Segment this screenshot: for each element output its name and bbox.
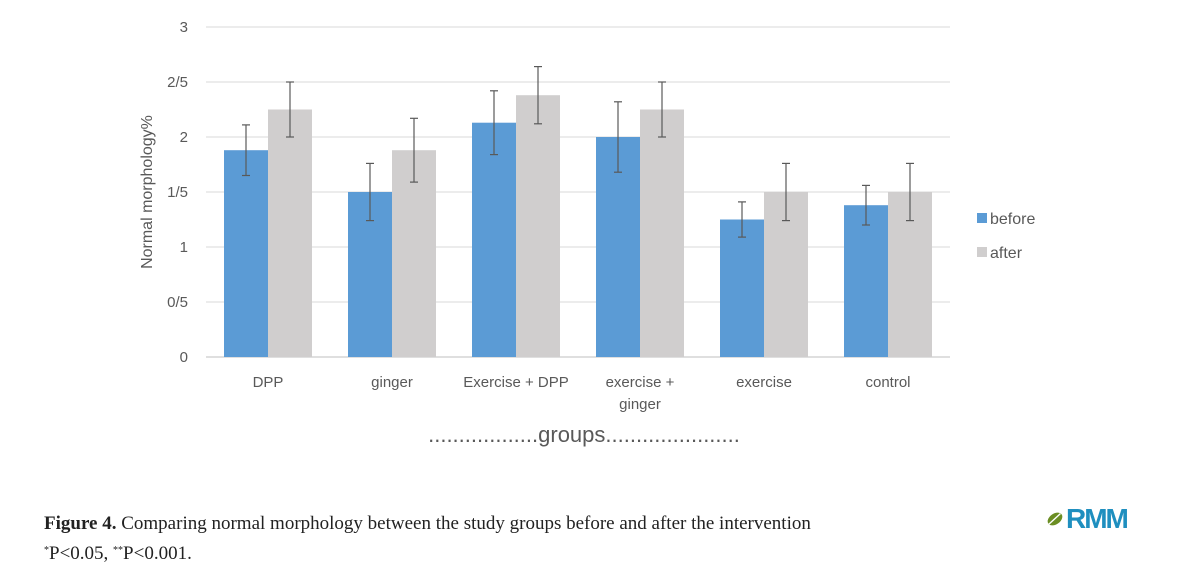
- bar-before-3: [596, 137, 640, 357]
- y-tick-label-5: 2/5: [167, 74, 188, 91]
- bar-after-0: [268, 109, 312, 357]
- legend-label-before: before: [990, 211, 1035, 228]
- caption-text: Comparing normal morphology between the …: [116, 513, 811, 534]
- bar-before-4: [720, 219, 764, 357]
- y-tick-label-4: 2: [180, 129, 188, 146]
- grid-lines: [206, 26, 950, 358]
- significance-note-1: P<0.05,: [49, 543, 114, 564]
- significance-mark-2: **: [113, 545, 124, 556]
- y-axis-title: Normal morphology%: [139, 115, 156, 269]
- bar-chart: 0 0/5 1 1/5 2 2/5 3 DPP ginger Exercise + DPP exe…: [139, 19, 1035, 447]
- bar-before-2: [472, 122, 516, 357]
- y-tick-label-1: 0/5: [167, 294, 188, 311]
- y-tick-label-0: 0: [180, 349, 188, 366]
- y-tick-label-6: 3: [180, 19, 188, 36]
- bar-before-0: [224, 150, 268, 357]
- logo-text: RMM: [1066, 503, 1129, 534]
- y-tick-labels: 0 0/5 1 1/5 2 2/5 3: [167, 19, 188, 366]
- x-category-label-0-0: DPP: [253, 374, 284, 391]
- x-axis-title: ..................groups................…: [428, 422, 740, 447]
- x-category-label-3-1: ginger: [619, 396, 661, 413]
- significance-note-2: P<0.001.: [123, 543, 192, 564]
- figure-caption: Figure 4. Comparing normal morphology be…: [44, 509, 1024, 569]
- figure-label: Figure 4.: [44, 513, 117, 534]
- x-category-labels: DPP ginger Exercise + DPP exercise + ginger e…: [253, 374, 911, 413]
- x-category-label-1-0: ginger: [371, 374, 413, 391]
- y-tick-label-3: 1/5: [167, 184, 188, 201]
- x-category-label-5-0: control: [865, 374, 910, 391]
- legend-label-after: after: [990, 245, 1023, 262]
- legend: before after: [977, 211, 1035, 262]
- bars: [224, 95, 932, 357]
- x-category-label-2-0: Exercise + DPP: [463, 374, 568, 391]
- journal-logo: RMM: [1046, 503, 1138, 535]
- legend-swatch-after: [977, 247, 987, 257]
- bar-after-1: [392, 150, 436, 357]
- leaf-icon: [1047, 512, 1063, 526]
- x-category-label-4-0: exercise: [736, 374, 792, 391]
- legend-swatch-before: [977, 213, 987, 223]
- bar-before-5: [844, 205, 888, 357]
- significance-mark-1: *: [44, 545, 49, 556]
- bar-after-3: [640, 109, 684, 357]
- y-tick-label-2: 1: [180, 239, 188, 256]
- bar-after-2: [516, 95, 560, 357]
- x-category-label-3-0: exercise +: [606, 374, 675, 391]
- error-bars: [242, 65, 914, 238]
